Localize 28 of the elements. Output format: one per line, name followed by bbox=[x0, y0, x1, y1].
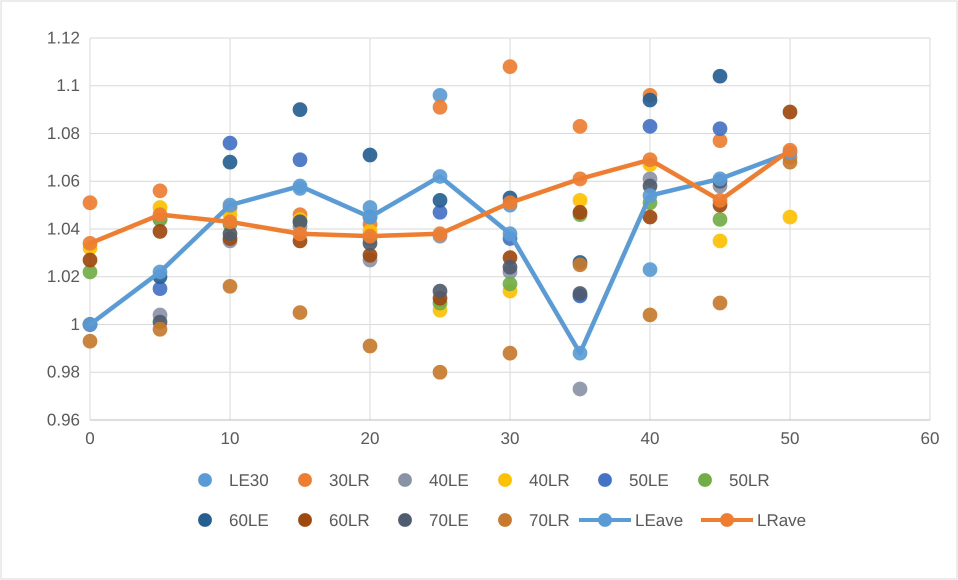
y-tick-label: 0.98 bbox=[46, 362, 80, 382]
x-tick-label: 40 bbox=[640, 429, 660, 448]
y-tick-label: 1.06 bbox=[46, 172, 80, 191]
y-tick-label: 1.08 bbox=[46, 124, 80, 143]
legend-label: LE30 bbox=[229, 471, 269, 490]
x-tick-label: 10 bbox=[220, 429, 240, 448]
legend-label: LRave bbox=[757, 511, 806, 530]
y-tick-label: 1.04 bbox=[46, 219, 80, 238]
y-tick-label: 1.1 bbox=[56, 76, 80, 96]
x-tick-label: 0 bbox=[85, 429, 95, 448]
x-tick-label: 60 bbox=[920, 429, 940, 448]
legend-label: 50LR bbox=[729, 471, 770, 490]
legend-label: 70LR bbox=[529, 511, 570, 530]
y-tick-label: 0.96 bbox=[46, 410, 80, 430]
legend-label: 50LE bbox=[629, 471, 669, 490]
y-tick-label: 1.12 bbox=[46, 28, 80, 48]
legend-label: 40LE bbox=[429, 471, 469, 490]
x-tick-label: 30 bbox=[500, 429, 520, 448]
x-tick-label: 20 bbox=[360, 429, 380, 448]
y-tick-label: 1.02 bbox=[46, 267, 80, 286]
y-tick-label: 1 bbox=[70, 314, 80, 334]
legend-label: LEave bbox=[635, 511, 684, 530]
x-tick-label: 50 bbox=[780, 429, 800, 448]
legend-label: 60LR bbox=[329, 511, 370, 530]
legend-label: 40LR bbox=[529, 471, 570, 490]
legend-label: 60LE bbox=[229, 511, 269, 530]
legend-label: 70LE bbox=[429, 511, 469, 530]
legend-label: 30LR bbox=[329, 471, 370, 490]
